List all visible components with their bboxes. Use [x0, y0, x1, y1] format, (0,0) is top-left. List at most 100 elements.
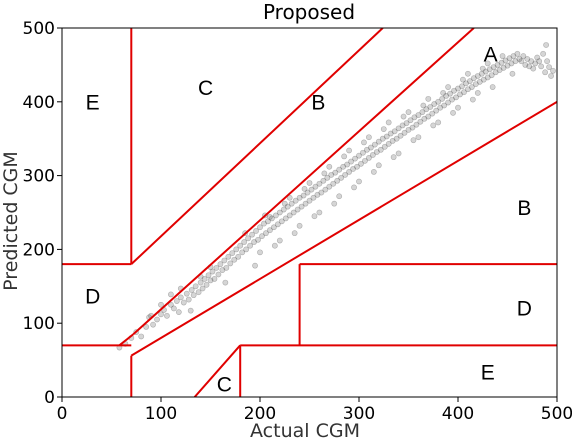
data-point	[280, 206, 287, 213]
data-point	[360, 149, 366, 156]
data-point	[542, 69, 549, 76]
data-point	[478, 70, 485, 77]
data-point	[150, 321, 156, 328]
data-point	[437, 104, 444, 111]
data-point	[367, 144, 374, 151]
data-point	[464, 70, 471, 77]
data-point	[304, 189, 311, 196]
data-point	[532, 60, 539, 67]
data-point	[197, 279, 204, 286]
data-point	[217, 261, 224, 268]
data-point	[431, 101, 438, 107]
data-point	[187, 307, 194, 314]
data-point	[321, 170, 328, 177]
data-point	[451, 87, 457, 94]
y-axis-label: Predicted CGM	[0, 151, 22, 291]
data-point	[290, 209, 297, 216]
data-point	[158, 301, 164, 308]
data-point	[390, 154, 397, 161]
data-point	[407, 117, 414, 124]
data-point	[334, 177, 341, 184]
data-point	[344, 161, 351, 168]
data-point	[227, 260, 234, 267]
data-point	[450, 109, 456, 116]
data-point	[364, 146, 370, 153]
data-point	[346, 147, 352, 154]
x-axis: 0 100 200 300 400 500	[57, 397, 572, 424]
data-point	[177, 294, 184, 301]
data-point	[508, 60, 515, 67]
data-point	[429, 110, 436, 117]
zone-label-d: D	[85, 286, 100, 309]
data-point	[383, 133, 390, 140]
data-point	[379, 135, 386, 142]
zone-label-d: D	[517, 297, 532, 320]
zone-boundary-line	[130, 28, 384, 265]
zone-label-b: B	[311, 92, 325, 115]
data-point	[474, 90, 481, 96]
data-point	[286, 194, 293, 201]
data-point	[548, 73, 554, 79]
data-point	[474, 73, 481, 79]
x-tick-label: 100	[145, 404, 177, 424]
data-point	[263, 230, 269, 237]
data-point	[308, 186, 315, 193]
data-point	[370, 169, 377, 175]
data-point	[342, 171, 349, 178]
data-point	[440, 90, 447, 96]
data-point	[449, 96, 455, 103]
data-point	[223, 264, 230, 271]
y-tick-label: 200	[23, 240, 55, 260]
zone-label-e: E	[86, 92, 100, 115]
data-point	[397, 132, 404, 139]
y-tick-label: 400	[23, 93, 55, 113]
data-point	[322, 186, 329, 193]
data-point	[312, 183, 319, 190]
zone-boundary-line	[132, 28, 475, 336]
data-point	[257, 224, 263, 231]
data-point	[252, 262, 258, 269]
data-point	[518, 58, 525, 65]
data-point	[490, 64, 497, 71]
data-point	[173, 298, 180, 304]
data-point	[427, 104, 434, 110]
data-point	[259, 233, 265, 240]
data-point	[195, 289, 202, 296]
data-point	[455, 104, 461, 111]
data-point	[302, 200, 309, 207]
data-point	[221, 257, 228, 264]
data-point	[192, 283, 199, 290]
data-point	[472, 81, 479, 87]
data-point	[247, 242, 253, 249]
data-point	[498, 59, 505, 66]
data-point	[385, 140, 392, 147]
data-point	[261, 220, 267, 227]
data-point	[528, 58, 535, 65]
data-point	[237, 242, 244, 249]
data-point	[470, 75, 477, 82]
data-point	[417, 118, 424, 125]
data-point	[377, 146, 384, 153]
data-point	[336, 166, 343, 173]
data-point	[459, 83, 465, 90]
data-point	[375, 138, 382, 145]
zone-label-b: B	[517, 197, 531, 220]
data-point	[324, 174, 331, 181]
data-point	[213, 264, 220, 271]
data-point	[296, 194, 303, 201]
data-point	[504, 62, 511, 69]
data-point	[231, 256, 238, 263]
data-point	[512, 58, 519, 65]
data-point	[241, 239, 248, 245]
data-point	[316, 209, 323, 216]
zone-boundary-line	[118, 333, 134, 347]
data-point	[143, 323, 150, 330]
data-point	[278, 218, 285, 225]
data-point	[415, 112, 422, 118]
data-point	[310, 194, 317, 201]
data-point	[430, 122, 437, 129]
data-point	[543, 42, 550, 48]
data-point	[413, 121, 420, 128]
data-point	[468, 84, 475, 90]
data-point	[249, 231, 255, 238]
